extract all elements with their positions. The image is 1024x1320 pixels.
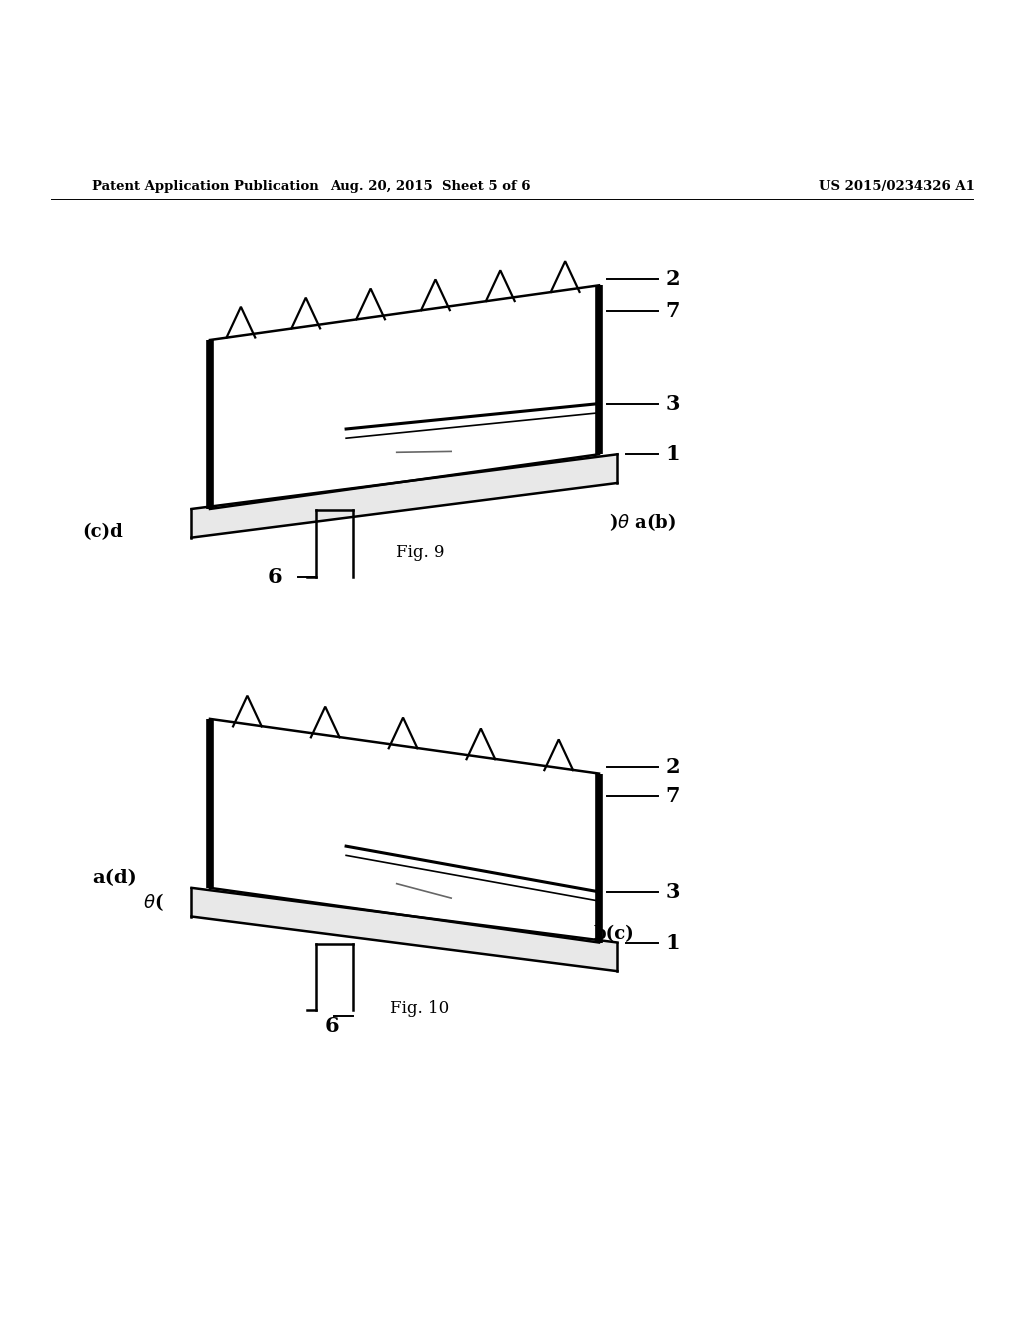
Text: $\theta$(: $\theta$( [143,891,164,913]
Text: 2: 2 [666,758,680,777]
Text: 3: 3 [666,882,680,902]
Text: a(d): a(d) [92,869,137,887]
Text: US 2015/0234326 A1: US 2015/0234326 A1 [819,181,975,194]
Text: Fig. 10: Fig. 10 [390,999,450,1016]
Text: )$\theta$ a(b): )$\theta$ a(b) [609,511,677,533]
Text: 1: 1 [666,932,680,953]
Text: 3: 3 [666,393,680,413]
Polygon shape [191,888,617,972]
Text: Patent Application Publication: Patent Application Publication [92,181,318,194]
Text: 7: 7 [666,787,680,807]
Text: 6: 6 [325,1016,339,1036]
Text: Aug. 20, 2015  Sheet 5 of 6: Aug. 20, 2015 Sheet 5 of 6 [330,181,530,194]
Polygon shape [191,454,617,537]
Text: Fig. 9: Fig. 9 [395,544,444,561]
Text: 2: 2 [666,269,680,289]
Text: b(c): b(c) [594,925,635,942]
Text: 1: 1 [666,445,680,465]
Text: 7: 7 [666,301,680,321]
Text: (c)d: (c)d [82,524,123,541]
Text: 6: 6 [268,566,283,587]
